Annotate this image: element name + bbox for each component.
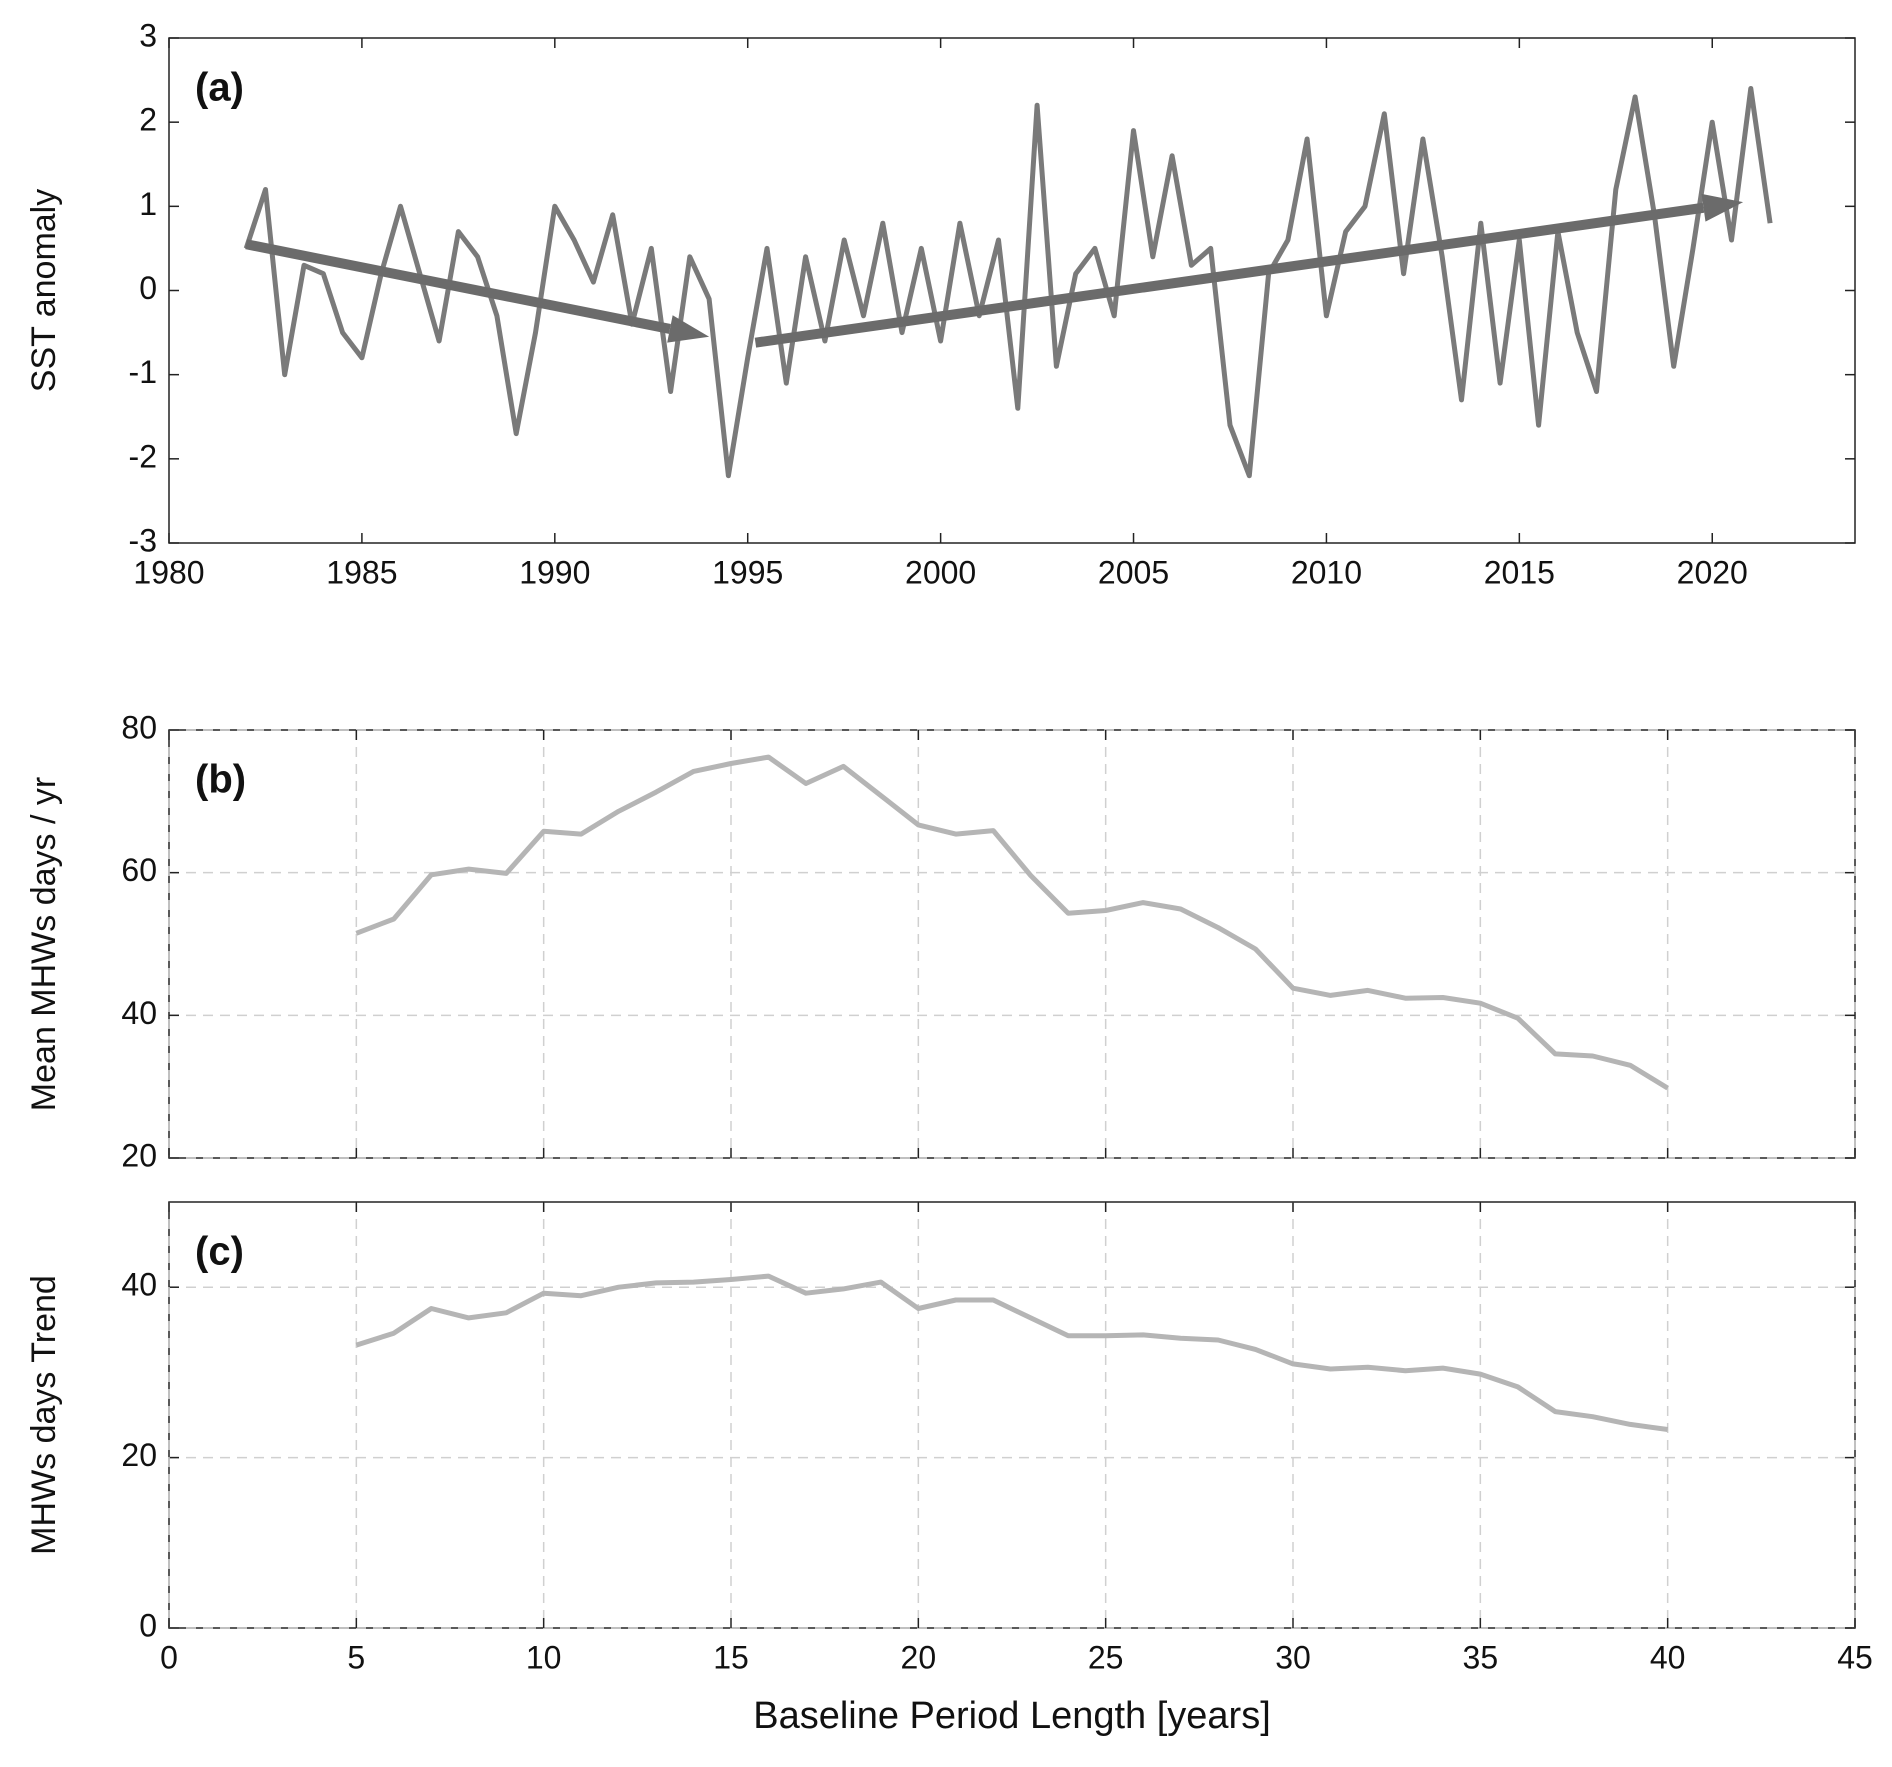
y-tick-label: 1 — [139, 186, 157, 222]
y-axis-label: Mean MHWs days / yr — [25, 777, 63, 1111]
plot-frame — [168, 729, 1856, 1159]
plot-frame — [168, 1201, 1856, 1629]
data-line — [355, 754, 1669, 1091]
y-axis-label: SST anomaly — [25, 189, 63, 392]
x-tick-label: 45 — [1837, 1639, 1873, 1675]
x-tick-label: 5 — [347, 1639, 365, 1675]
panel-label: (c) — [195, 1230, 244, 1274]
x-tick-label: 20 — [901, 1639, 937, 1675]
y-tick-label: 40 — [121, 1267, 157, 1303]
y-tick-label: 80 — [121, 709, 157, 745]
x-tick-label: 2005 — [1098, 554, 1169, 590]
x-tick-label: 40 — [1650, 1639, 1686, 1675]
arrow-head — [667, 315, 710, 343]
panel-label: (a) — [195, 66, 244, 110]
y-tick-label: -1 — [129, 354, 157, 390]
x-tick-label: 15 — [713, 1639, 749, 1675]
x-tick-label: 1995 — [712, 554, 783, 590]
panel-label: (b) — [195, 758, 246, 802]
y-tick-label: -3 — [129, 522, 157, 558]
x-tick-label: 2000 — [905, 554, 976, 590]
x-tick-label: 0 — [160, 1639, 178, 1675]
y-tick-label: 60 — [121, 852, 157, 888]
x-tick-label: 2020 — [1677, 554, 1748, 590]
y-tick-label: 20 — [121, 1437, 157, 1473]
trend-arrow — [245, 239, 671, 334]
y-tick-label: -2 — [129, 438, 157, 474]
x-tick-label: 1990 — [519, 554, 590, 590]
x-tick-label: 10 — [526, 1639, 562, 1675]
data-line — [355, 1273, 1669, 1432]
x-tick-label: 30 — [1275, 1639, 1311, 1675]
y-tick-label: 40 — [121, 995, 157, 1031]
y-tick-label: 0 — [139, 270, 157, 306]
trend-arrow — [754, 202, 1705, 348]
y-tick-label: 20 — [121, 1137, 157, 1173]
y-tick-label: 2 — [139, 102, 157, 138]
x-tick-label: 1985 — [326, 554, 397, 590]
arrow-head — [1701, 193, 1744, 222]
x-tick-label: 25 — [1088, 1639, 1124, 1675]
x-tick-label: 35 — [1463, 1639, 1499, 1675]
x-axis-label: Baseline Period Length [years] — [753, 1695, 1271, 1737]
y-tick-label: 0 — [139, 1607, 157, 1643]
data-line — [243, 86, 1773, 479]
x-tick-label: 1980 — [133, 554, 204, 590]
plot-frame — [168, 37, 1856, 544]
x-tick-label: 2010 — [1291, 554, 1362, 590]
y-tick-label: 3 — [139, 17, 157, 53]
x-tick-label: 2015 — [1484, 554, 1555, 590]
y-axis-label: MHWs days Trend — [25, 1275, 63, 1555]
